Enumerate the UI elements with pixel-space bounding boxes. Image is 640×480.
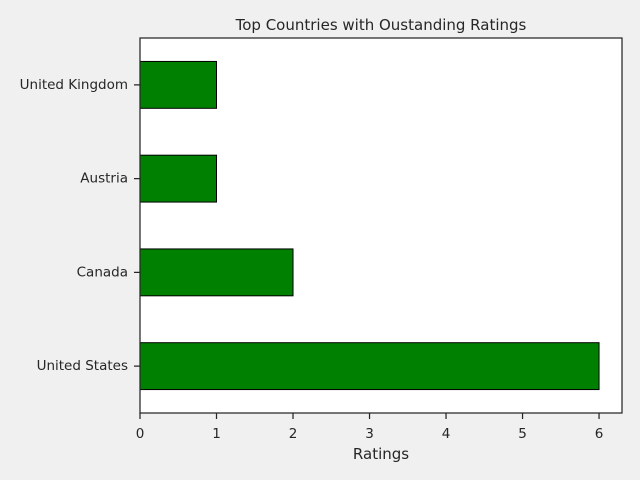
x-tick-label: 3	[365, 426, 374, 442]
bar-canada	[139, 248, 294, 297]
x-tick-label: 0	[136, 426, 145, 442]
plot-frame	[139, 37, 623, 414]
y-tick-label: United States	[37, 358, 128, 374]
x-tick-label: 4	[442, 426, 451, 442]
y-axis: United States Canada Austria United Kingdom	[20, 77, 140, 374]
x-axis-label: Ratings	[353, 445, 409, 463]
bar-united-states	[139, 342, 600, 391]
chart-title: Top Countries with Oustanding Ratings	[235, 16, 527, 34]
x-tick-label: 5	[518, 426, 527, 442]
x-axis: 0 1 2 3 4 5 6	[136, 413, 604, 442]
bar-united-kingdom	[139, 60, 218, 109]
bar-austria	[139, 154, 218, 203]
y-tick-label: United Kingdom	[20, 77, 128, 93]
x-tick-label: 1	[212, 426, 221, 442]
y-tick-label: Austria	[80, 171, 128, 187]
y-tick-label: Canada	[77, 264, 128, 280]
x-tick-label: 2	[289, 426, 298, 442]
x-tick-label: 6	[595, 426, 604, 442]
bars-group	[139, 60, 600, 391]
